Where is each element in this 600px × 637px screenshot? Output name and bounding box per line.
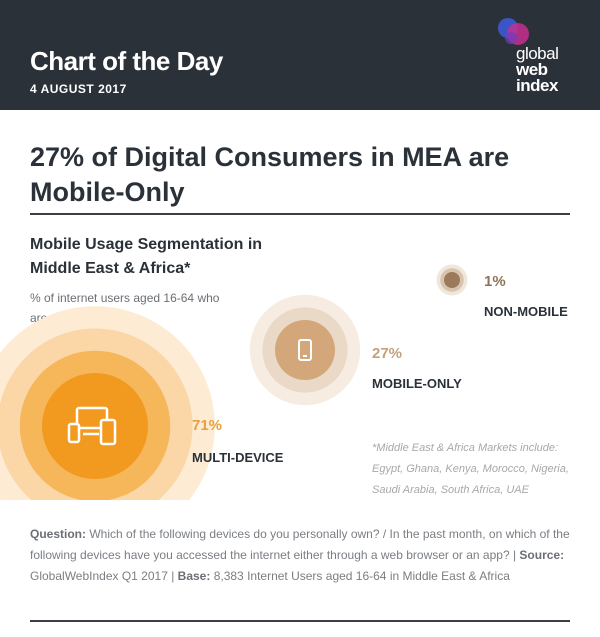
chart-subtitle: Mobile Usage Segmentation in Middle East…	[30, 236, 263, 277]
footer-notes: Question: Which of the following devices…	[30, 524, 575, 587]
base-text: 8,383 Internet Users aged 16-64 in Middl…	[213, 569, 510, 583]
smartphone-icon	[298, 339, 312, 361]
value-label-non-mobile: 1%	[484, 273, 506, 290]
question-text: Which of the following devices do you pe…	[30, 527, 570, 562]
header-banner: Chart of the Day 4 AUGUST 2017 global we…	[0, 0, 600, 110]
question-label: Question:	[30, 527, 86, 541]
devices-icon	[67, 406, 117, 446]
source-label: Source:	[519, 548, 565, 562]
divider-top	[30, 213, 570, 215]
value-label-mobile-only: 27%	[372, 345, 402, 362]
banner-title: Chart of the Day	[30, 46, 223, 76]
logo-line-index: index	[516, 76, 558, 95]
source-text: GlobalWebIndex Q1 2017 |	[30, 569, 175, 583]
bubble-chart: 71% MULTI-DEVICE 27% MOBILE-ONLY 1% NON-MOBIL…	[0, 264, 568, 500]
bubble-mobile-only	[275, 320, 335, 380]
logo-line-global: global	[516, 44, 559, 63]
logo-circles-icon	[498, 18, 529, 45]
category-label-multi-device: MULTI-DEVICE	[192, 450, 284, 465]
category-label-mobile-only: MOBILE-ONLY	[372, 376, 462, 391]
logo-line-web: web	[516, 60, 548, 79]
base-label: Base:	[177, 569, 211, 583]
category-label-non-mobile: NON-MOBILE	[484, 304, 568, 319]
markets-note: *Middle East & Africa Markets include: E…	[372, 442, 569, 496]
banner-date: 4 AUGUST 2017	[30, 82, 127, 96]
bubble-multi-device	[42, 373, 148, 479]
divider-bottom	[30, 620, 570, 622]
value-label-multi-device: 71%	[192, 417, 222, 434]
bubble-non-mobile	[444, 272, 460, 288]
logo-wordmark: global web index	[516, 44, 559, 95]
globalwebindex-logo: global web index	[496, 16, 586, 100]
headline: 27% of Digital Consumers in MEA are Mobi…	[30, 142, 510, 207]
